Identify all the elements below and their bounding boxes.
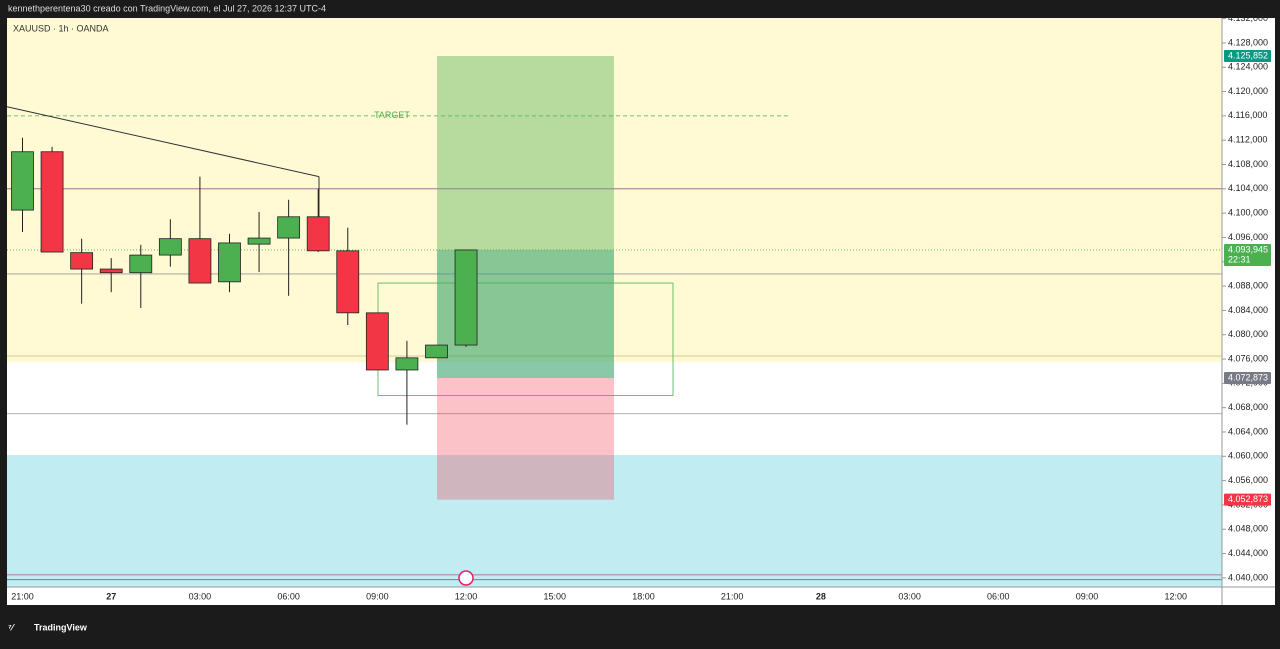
- candle-body: [40, 151, 64, 253]
- y-tick-label: 4.048,000: [1228, 524, 1268, 534]
- candle-body: [425, 344, 448, 359]
- x-tick-label: 18:00: [632, 591, 655, 601]
- last-price-tag: [1224, 243, 1271, 266]
- candle-body: [395, 357, 419, 371]
- y-tick-label: 4.084,000: [1228, 305, 1268, 315]
- x-tick-label: 12:00: [455, 591, 478, 601]
- x-tick-label: 03:00: [189, 591, 212, 601]
- event-icon[interactable]: [458, 570, 474, 586]
- y-tick-label: 4.132,000: [1228, 13, 1268, 23]
- x-tick-label: 06:00: [277, 591, 300, 601]
- candle-body: [306, 216, 330, 252]
- y-tick-label: 4.044,000: [1228, 548, 1268, 558]
- last-price-tag-label: 4.093,945: [1228, 244, 1268, 254]
- brand-name: TradingView: [34, 622, 88, 632]
- background-zone: [7, 455, 1222, 587]
- x-tick-label: 21:00: [11, 591, 34, 601]
- candle-body: [129, 254, 153, 274]
- brand-logo: ⁷⁄: [8, 622, 16, 632]
- candle-body: [247, 237, 271, 245]
- x-tick-label: 09:00: [366, 591, 389, 601]
- loss-zone: [437, 378, 614, 500]
- y-tick-label: 4.112,000: [1228, 135, 1267, 145]
- x-tick-label: 03:00: [898, 591, 921, 601]
- y-tick-label: 4.076,000: [1228, 353, 1268, 363]
- candle-body: [365, 312, 389, 371]
- stop-price-tag: [1224, 493, 1271, 506]
- entry-price-tag-label: 4.072,873: [1228, 372, 1268, 382]
- x-tick-label: 09:00: [1076, 591, 1099, 601]
- y-tick-label: 4.068,000: [1228, 402, 1268, 412]
- symbol-title: XAUUSD · 1h · OANDA: [13, 23, 109, 33]
- y-tick-label: 4.100,000: [1228, 208, 1268, 218]
- y-tick-label: 4.096,000: [1228, 232, 1268, 242]
- countdown: 22:31: [1228, 254, 1251, 264]
- y-tick-label: 4.128,000: [1228, 37, 1268, 47]
- x-tick-label: 06:00: [987, 591, 1010, 601]
- candle-body: [218, 242, 241, 283]
- background-zone: [7, 18, 1222, 363]
- y-tick-label: 4.060,000: [1228, 451, 1268, 461]
- stop-price-tag-label: 4.052,873: [1228, 494, 1268, 504]
- trendline: [6, 106, 320, 178]
- entry-price-tag: [1224, 372, 1271, 385]
- candle-body: [188, 238, 212, 284]
- y-tick-label: 4.116,000: [1228, 110, 1267, 120]
- candle-body: [454, 249, 478, 346]
- candle-body: [11, 151, 34, 211]
- target-price-tag-label: 4.125,852: [1228, 50, 1268, 60]
- target-label: TARGET: [374, 110, 410, 120]
- y-tick-label: 4.088,000: [1228, 280, 1268, 290]
- y-tick-label: 4.056,000: [1228, 475, 1268, 485]
- x-tick-label: 21:00: [721, 591, 744, 601]
- y-tick-label: 4.064,000: [1228, 426, 1268, 436]
- x-tick-label: 27: [106, 591, 116, 601]
- price-axis: [1222, 18, 1275, 587]
- candle-body: [70, 252, 94, 270]
- y-tick-label: 4.124,000: [1228, 62, 1268, 72]
- y-tick-label: 4.080,000: [1228, 329, 1268, 339]
- target-price-tag: [1224, 49, 1271, 62]
- y-tick-label: 4.120,000: [1228, 86, 1268, 96]
- y-tick-label: 4.104,000: [1228, 183, 1268, 193]
- candle-body: [99, 268, 123, 274]
- candle-body: [336, 250, 360, 314]
- candle-body: [158, 238, 182, 256]
- x-tick-label: 12:00: [1164, 591, 1187, 601]
- candle-body: [277, 216, 301, 239]
- header-text: kennethperentena30 creado con TradingVie…: [8, 3, 326, 13]
- logo-mark: ⁷⁄: [8, 622, 16, 632]
- y-tick-label: 4.040,000: [1228, 572, 1268, 582]
- x-tick-label: 28: [816, 591, 826, 601]
- x-tick-label: 15:00: [543, 591, 566, 601]
- y-tick-label: 4.108,000: [1228, 159, 1268, 169]
